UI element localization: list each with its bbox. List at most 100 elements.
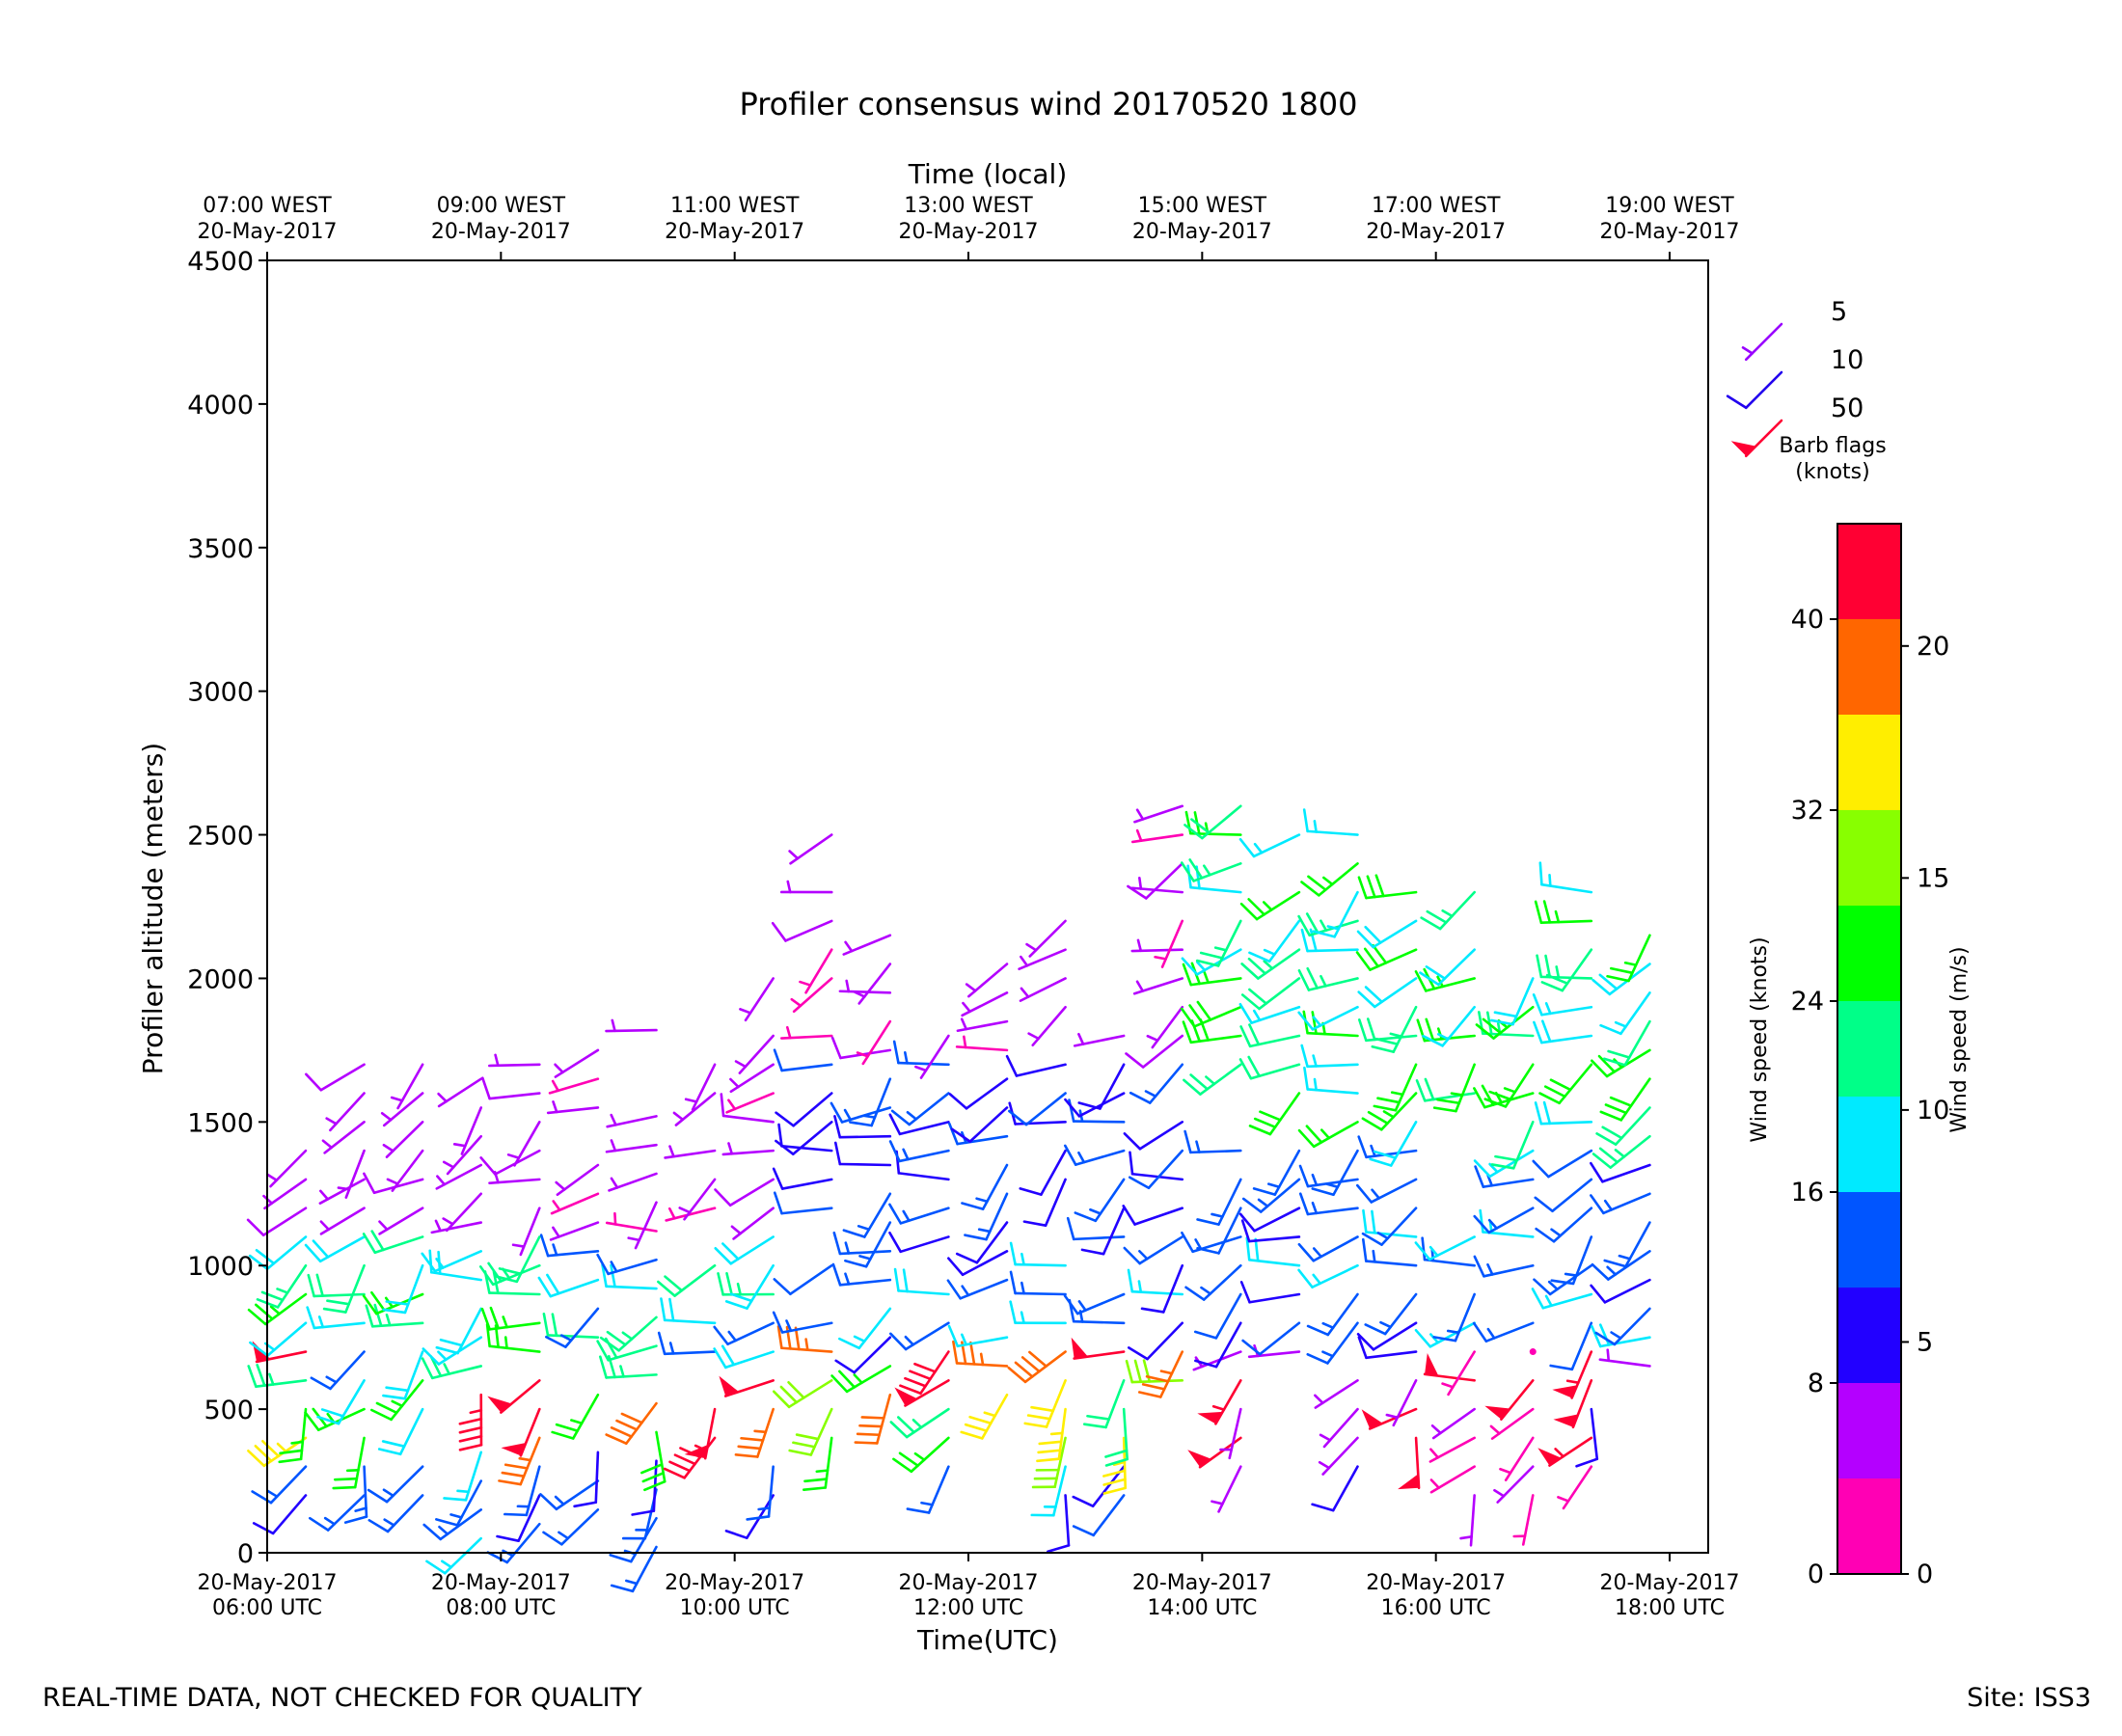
wind-barb [1297, 912, 1359, 937]
wind-barb [1300, 1044, 1359, 1069]
wind-barb [598, 1354, 658, 1379]
wind-barb [849, 1077, 892, 1127]
x-tick-label: 08:00 UTC [446, 1596, 556, 1620]
wind-barb [1311, 1149, 1359, 1197]
wind-barb [1415, 1077, 1476, 1102]
wind-barb [906, 1465, 950, 1514]
wind-barb [833, 1141, 892, 1167]
wind-barb [672, 1092, 717, 1126]
wind-barb [1459, 1494, 1476, 1547]
wind-barb [1538, 861, 1593, 894]
y-tick-label: 1000 [187, 1252, 254, 1282]
wind-barb [892, 1040, 950, 1067]
wind-barb [1183, 1063, 1242, 1096]
wind-barb [888, 1203, 950, 1225]
wind-barb [1072, 1494, 1126, 1537]
colorbar-tick-label-ms: 5 [1917, 1327, 1933, 1357]
wind-barb [719, 1375, 775, 1397]
wind-barb [1373, 1063, 1418, 1112]
wind-barb [248, 1235, 308, 1271]
wind-barb [914, 1034, 950, 1079]
wind-barb [1430, 1407, 1476, 1440]
top-tick-label: 17:00 WEST [1372, 194, 1501, 218]
colorbar-segment [1837, 619, 1901, 715]
wind-barb [363, 1172, 424, 1195]
wind-barb [1219, 1407, 1242, 1460]
y-tick-label: 3500 [187, 534, 254, 564]
wind-barb [803, 1436, 833, 1492]
top-tick-label: 20-May-2017 [1600, 220, 1740, 244]
wind-barb [721, 1142, 775, 1156]
wind-barb [322, 1263, 366, 1314]
wind-barb [421, 1250, 483, 1273]
y-tick-label: 2000 [187, 964, 254, 994]
wind-barb [1298, 1192, 1359, 1216]
top-tick-label: 20-May-2017 [1366, 220, 1506, 244]
wind-barb [1066, 1216, 1126, 1241]
wind-barb [1080, 1207, 1126, 1256]
wind-barb [833, 1115, 892, 1139]
colorbar-tick-label-knots: 32 [1791, 796, 1824, 826]
wind-barb [830, 1036, 892, 1060]
wind-barb [1549, 1321, 1593, 1371]
wind-barb [1129, 1063, 1184, 1104]
wind-barb [437, 1077, 483, 1108]
wind-barb [1432, 1292, 1476, 1343]
wind-barb [1357, 1135, 1418, 1159]
y-tick-label: 3000 [187, 678, 254, 708]
colorbar-segment [1837, 810, 1901, 906]
wind-barb [496, 1494, 541, 1542]
wind-barb [746, 1465, 775, 1521]
wind-barb [1181, 1231, 1242, 1254]
wind-barb [893, 1267, 950, 1296]
wind-barb [1154, 919, 1184, 968]
x-tick-label: 14:00 UTC [1147, 1596, 1257, 1620]
wind-barb [775, 1121, 833, 1155]
wind-barb [1441, 1350, 1476, 1397]
wind-barb [506, 1121, 541, 1167]
colorbar-segment [1837, 1097, 1901, 1192]
wind-barb [599, 1316, 658, 1352]
wind-barb [1137, 1350, 1184, 1398]
wind-barb [773, 1048, 833, 1072]
wind-barb [1180, 1000, 1242, 1028]
top-tick-label: 20-May-2017 [431, 220, 571, 244]
wind-barb [1420, 890, 1476, 931]
wind-barb [1550, 1235, 1593, 1286]
wind-barb [1297, 1121, 1359, 1149]
wind-barb [1193, 1292, 1242, 1340]
wind-barb [657, 1331, 717, 1356]
wind-barb [1311, 1465, 1359, 1512]
wind-barb [1422, 1005, 1476, 1047]
top-axis-label: Time (local) [908, 158, 1068, 190]
wind-barb [834, 1336, 892, 1374]
wind-barb [788, 1407, 833, 1456]
colorbar-tick-label-knots: 8 [1808, 1369, 1824, 1398]
wind-barb [1371, 1005, 1418, 1053]
wind-barb [550, 1192, 600, 1215]
wind-barb [1047, 1494, 1071, 1554]
wind-barb [1240, 1219, 1301, 1243]
x-tick-label: 06:00 UTC [212, 1596, 322, 1620]
barb-legend-units: (knots) [1795, 460, 1869, 484]
wind-barb [1196, 1178, 1242, 1226]
wind-barb [1127, 1321, 1184, 1361]
colorbar-segment [1837, 1192, 1901, 1288]
wind-barb [1532, 992, 1593, 1017]
wind-barb [306, 1306, 366, 1330]
wind-barb [1414, 1321, 1476, 1348]
wind-barb [1241, 1321, 1301, 1356]
wind-barb [1472, 1321, 1535, 1343]
wind-barb [1140, 1263, 1184, 1314]
wind-barb [947, 1324, 1009, 1348]
wind-barb [888, 1113, 950, 1136]
wind-barb [425, 1536, 483, 1575]
wind-barb [1361, 1407, 1418, 1430]
wind-barb [1499, 1436, 1535, 1481]
wind-barb [610, 1545, 658, 1593]
wind-barb [1248, 919, 1301, 963]
wind-barb [1183, 804, 1242, 840]
wind-barb [480, 1306, 541, 1331]
wind-barb [830, 1101, 892, 1124]
wind-barb [1300, 928, 1359, 953]
